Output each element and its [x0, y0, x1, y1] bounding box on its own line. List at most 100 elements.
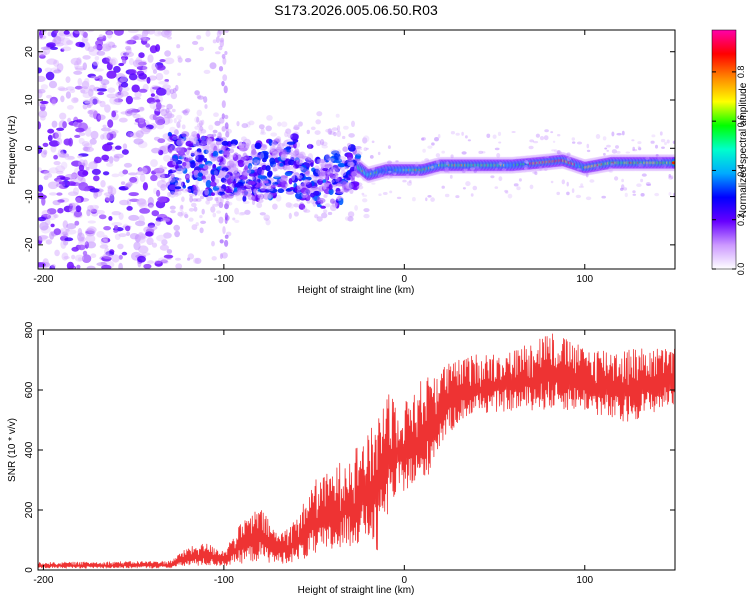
- spectrum-cell: [82, 31, 88, 38]
- spectrum-cell: [94, 56, 100, 61]
- spectrum-cell: [89, 113, 97, 118]
- spectrum-cell: [287, 133, 293, 139]
- spectrum-cell: [422, 148, 426, 153]
- spectrum-cell: [92, 98, 98, 105]
- spectrum-cell: [637, 141, 642, 145]
- spectrum-cell: [272, 151, 280, 158]
- spectrum-cell: [117, 243, 124, 250]
- spectrum-cell: [49, 265, 56, 269]
- spectrum-cell: [181, 124, 186, 130]
- spectrum-cell: [292, 126, 300, 131]
- spectrum-cell: [189, 134, 198, 142]
- spectrum-cell: [96, 231, 105, 238]
- y-tick-label: 200: [24, 501, 35, 518]
- spectrum-cell: [296, 159, 303, 166]
- spectrum-cell: [126, 206, 133, 211]
- spectrum-cell: [256, 159, 262, 166]
- spectrum-cell: [206, 140, 214, 149]
- spectrum-cell: [136, 65, 148, 71]
- spectrum-cell: [234, 207, 240, 215]
- spectrum-cell: [40, 235, 49, 240]
- spectrum-cell: [132, 35, 139, 40]
- spectrum-cell: [39, 221, 49, 231]
- spectrum-cell: [285, 190, 295, 195]
- spectrum-cell: [180, 210, 185, 216]
- spectrum-cell: [279, 163, 284, 167]
- spectrum-cell: [269, 144, 275, 152]
- spectrum-cell: [334, 172, 339, 179]
- spectrum-cell: [222, 74, 228, 82]
- spectrum-cell: [45, 239, 53, 245]
- spectrum-cell: [347, 211, 355, 218]
- spectrum-cell: [58, 181, 66, 185]
- spectrum-cell: [225, 215, 230, 221]
- spectrum-cell: [162, 260, 169, 264]
- spectrum-cell: [85, 127, 92, 137]
- spectrum-cell: [318, 177, 324, 181]
- spectrum-cell: [161, 30, 172, 38]
- spectrum-cell: [225, 131, 230, 138]
- spectrum-cell: [288, 212, 292, 219]
- colorbar-tick-label: 0.8: [736, 66, 746, 79]
- spectrum-cell: [313, 190, 320, 196]
- spectrum-cell: [77, 227, 83, 237]
- spectrum-cell: [117, 91, 122, 96]
- spectrum-cell: [118, 254, 123, 260]
- spectrum-cell: [53, 30, 59, 34]
- spectrum-cell: [167, 118, 173, 124]
- spectrum-cell: [544, 129, 549, 133]
- spectrum-cell: [101, 57, 110, 64]
- spectrum-cell: [331, 178, 339, 185]
- spectrum-cell: [289, 149, 293, 152]
- spectrum-cell: [191, 202, 197, 208]
- spectrum-cell: [85, 166, 90, 171]
- spectrum-cell: [180, 139, 185, 144]
- spectrum-cell: [73, 210, 83, 218]
- spectrum-cell: [61, 46, 72, 52]
- spectrum-cell: [38, 145, 43, 154]
- spectrum-cell: [155, 87, 167, 96]
- spectrum-cell: [87, 73, 96, 79]
- spectrum-cell: [155, 220, 161, 226]
- spectrum-cell: [84, 241, 90, 249]
- spectrum-cell: [602, 136, 607, 141]
- spectrum-cell: [312, 200, 317, 207]
- spectrum-cell: [68, 137, 73, 147]
- spectrum-cell: [100, 180, 106, 188]
- spectrum-cell: [212, 212, 217, 218]
- spectrum-cell: [90, 253, 97, 258]
- spectrum-cell: [104, 104, 111, 113]
- spectrum-cell: [383, 174, 388, 179]
- spectrum-cell: [55, 130, 62, 140]
- spectrum-cell: [356, 185, 364, 190]
- spectrum-cell: [237, 142, 243, 146]
- spectrum-cell: [523, 165, 529, 170]
- spectrum-cell: [88, 48, 100, 56]
- spectrum-cell: [284, 151, 294, 155]
- bottom-y-axis-label: SNR (10 * v/v): [7, 418, 18, 482]
- spectrum-cell: [56, 192, 63, 196]
- spectrum-cell: [640, 193, 645, 197]
- spectrum-cell: [264, 178, 269, 184]
- spectrum-cell: [120, 181, 126, 186]
- spectrum-cell: [205, 172, 210, 179]
- spectrum-cell: [233, 183, 240, 188]
- spectrum-cell: [90, 208, 98, 214]
- spectrum-cell: [362, 194, 368, 197]
- spectrum-cell: [74, 220, 80, 226]
- spectrum-cell: [63, 30, 70, 35]
- spectrum-cell: [595, 134, 601, 139]
- x-tick-label: -200: [33, 274, 53, 285]
- spectrum-cell: [277, 143, 285, 151]
- spectrum-cell: [115, 145, 122, 150]
- spectrum-cell: [247, 180, 256, 185]
- spectrum-cell: [271, 141, 278, 146]
- spectrum-cell: [263, 214, 271, 221]
- spectrum-cell: [265, 165, 271, 172]
- spectrum-cell: [371, 140, 375, 144]
- spectrum-cell: [316, 139, 322, 146]
- spectrum-cell: [135, 130, 144, 139]
- spectrum-cell: [73, 97, 79, 102]
- spectrum-cell: [621, 184, 625, 190]
- spectrum-cell: [338, 155, 343, 162]
